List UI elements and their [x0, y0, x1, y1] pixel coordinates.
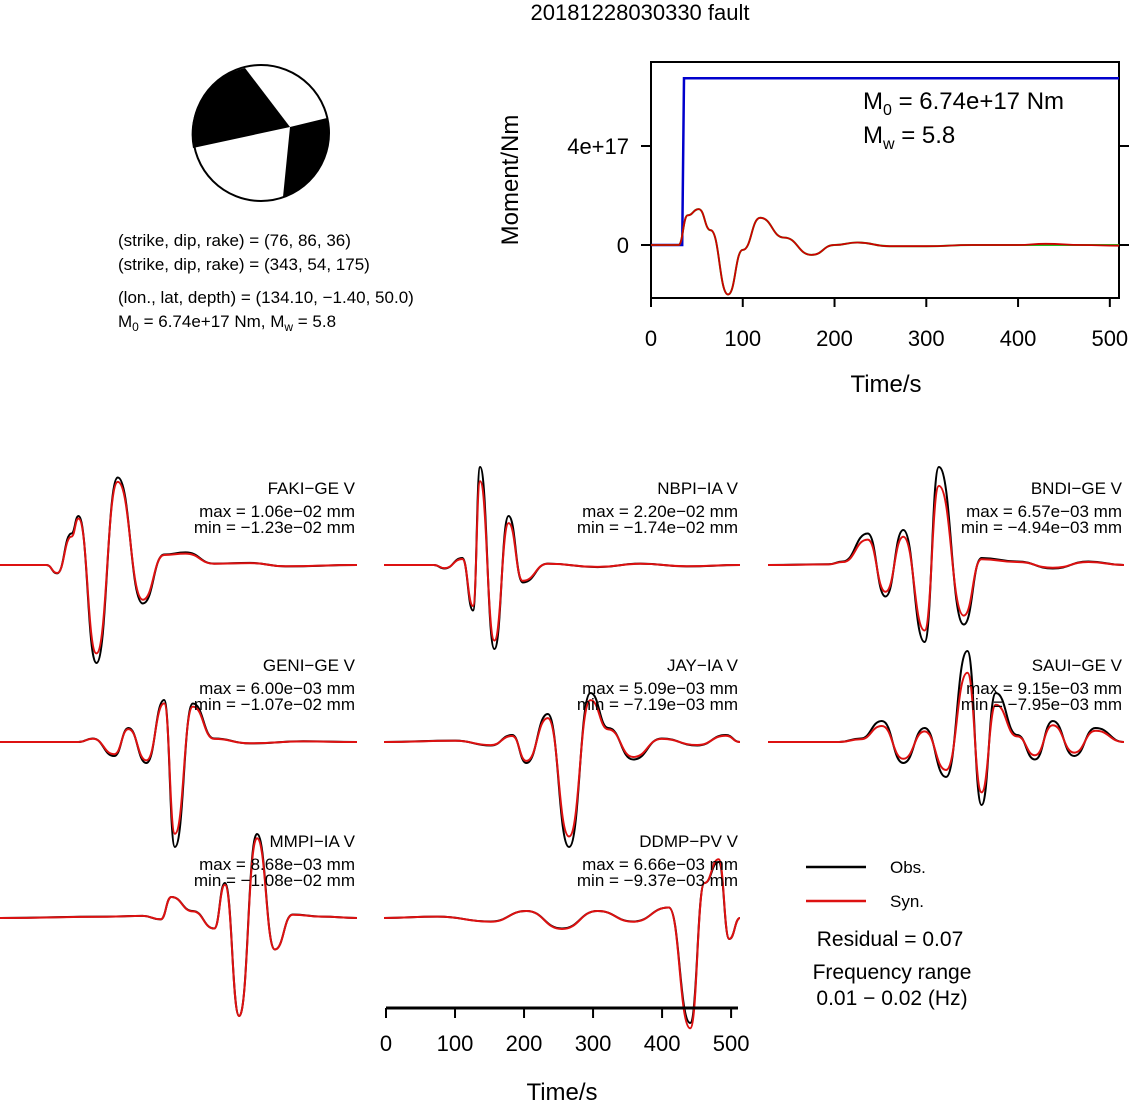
- waveform-syn-line: [383, 858, 741, 1030]
- station-min: min = −1.07e−02 mm: [194, 695, 355, 714]
- waveform-syn-line: [767, 484, 1125, 632]
- moment-plot-box: [650, 61, 1120, 299]
- waveform-xtick-label: 400: [644, 1031, 681, 1056]
- legend-obs-label: Obs.: [890, 858, 926, 877]
- moment-ytick-label: 0: [617, 233, 629, 258]
- waveform-xlabel: Time/s: [526, 1079, 597, 1104]
- waveform-syn-line: [0, 480, 358, 655]
- waveform-xtick-label: 0: [380, 1031, 392, 1056]
- waveform-syn-line: [0, 702, 358, 835]
- station-max: max = 1.06e−02 mm: [199, 502, 355, 521]
- station-name: NBPI−IA V: [657, 479, 738, 498]
- station-name: FAKI−GE V: [268, 479, 356, 498]
- station-min: min = −4.94e−03 mm: [961, 518, 1122, 537]
- moment-rate-syn-line: [651, 208, 1119, 296]
- moment-ytick-label: 4e+17: [567, 134, 629, 159]
- moment-xtick-label: 0: [645, 326, 657, 351]
- waveform-syn-line: [767, 671, 1125, 794]
- station-min: min = −1.08e−02 mm: [194, 871, 355, 890]
- waveform-syn-line: [383, 480, 741, 642]
- moment-ylabel: Moment/Nm: [497, 115, 524, 246]
- station-min: min = −9.37e−03 mm: [577, 871, 738, 890]
- station-name: JAY−IA V: [667, 656, 739, 675]
- legend: Obs. Syn.: [806, 858, 926, 911]
- station-min: min = −1.23e−02 mm: [194, 518, 355, 537]
- residual-label: Residual = 0.07: [817, 928, 964, 951]
- station-max: max = 5.09e−03 mm: [582, 679, 738, 698]
- waveform-xtick-label: 500: [713, 1031, 750, 1056]
- waveform-obs-line: [383, 691, 741, 849]
- moment-xtick-label: 100: [724, 326, 761, 351]
- station-max: max = 6.57e−03 mm: [966, 502, 1122, 521]
- moment-axes: 0 100 200 300 400 500 0 4e+17: [567, 134, 1129, 351]
- waveform-time-axis: Time/s 0 100 200 300 400 500: [380, 1006, 750, 1104]
- station-min: min = −1.74e−02 mm: [577, 518, 738, 537]
- station-name: GENI−GE V: [263, 656, 356, 675]
- mechanism-moment: M0 = 6.74e+17 Nm, Mw = 5.8: [118, 312, 336, 334]
- station-max: max = 2.20e−02 mm: [582, 502, 738, 521]
- mechanism-location: (lon., lat, depth) = (134.10, −1.40, 50.…: [118, 288, 414, 307]
- waveform-xtick-label: 200: [506, 1031, 543, 1056]
- station-max: max = 6.66e−03 mm: [582, 855, 738, 874]
- mechanism-plane2: (strike, dip, rake) = (343, 54, 175): [118, 255, 370, 274]
- waveform-syn-line: [0, 837, 358, 1018]
- station-min: min = −7.19e−03 mm: [577, 695, 738, 714]
- beachball-quadrant-b: [283, 118, 329, 197]
- moment-xtick-label: 300: [908, 326, 945, 351]
- moment-m0-label: M0 = 6.74e+17 Nm: [863, 88, 1064, 119]
- moment-mw-label: Mw = 5.8: [863, 122, 955, 153]
- moment-xtick-label: 200: [816, 326, 853, 351]
- moment-rate-obs-line: [651, 208, 1120, 296]
- beachball: [191, 64, 330, 202]
- frequency-range-value: 0.01 − 0.02 (Hz): [816, 987, 967, 1010]
- station-max: max = 8.68e−03 mm: [199, 855, 355, 874]
- beachball-quadrant-a: [191, 68, 290, 148]
- waveform-syn-line: [383, 699, 741, 838]
- moment-xtick-label: 400: [1000, 326, 1037, 351]
- station-name: DDMP−PV V: [639, 832, 738, 851]
- waveform-xtick-label: 100: [437, 1031, 474, 1056]
- figure-title: 20181228030330 fault: [531, 0, 750, 25]
- legend-syn-label: Syn.: [890, 892, 924, 911]
- moment-xtick-label: 500: [1091, 326, 1128, 351]
- station-max: max = 6.00e−03 mm: [199, 679, 355, 698]
- station-name: SAUI−GE V: [1032, 656, 1123, 675]
- station-name: BNDI−GE V: [1031, 479, 1123, 498]
- waveform-xtick-label: 300: [575, 1031, 612, 1056]
- mechanism-plane1: (strike, dip, rake) = (76, 86, 36): [118, 231, 351, 250]
- station-min: min = −7.95e−03 mm: [961, 695, 1122, 714]
- moment-xlabel: Time/s: [850, 371, 921, 398]
- frequency-range-label: Frequency range: [813, 961, 972, 984]
- station-name: MMPI−IA V: [270, 832, 356, 851]
- station-max: max = 9.15e−03 mm: [966, 679, 1122, 698]
